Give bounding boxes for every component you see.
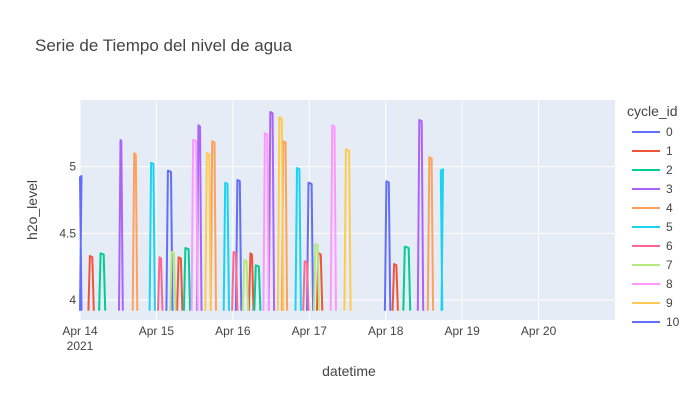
cycle-line xyxy=(231,251,239,311)
x-tick-label: Apr 18 xyxy=(368,324,404,338)
series-2 xyxy=(98,245,412,311)
cycle-line xyxy=(247,252,255,311)
legend-label: 8 xyxy=(666,277,673,291)
cycle-line xyxy=(383,180,392,311)
x-tick-label: Apr 17 xyxy=(292,324,328,338)
cycle-line xyxy=(131,152,139,311)
cycle-line xyxy=(312,243,321,311)
cycle-line xyxy=(98,252,107,311)
series-0 xyxy=(79,169,392,311)
cycle-line xyxy=(118,139,124,311)
series-5 xyxy=(148,161,444,311)
legend-label: 5 xyxy=(666,220,673,234)
legend-label: 1 xyxy=(666,144,673,158)
cycle-line xyxy=(87,255,95,311)
cycle-line xyxy=(79,175,83,311)
cycle-line xyxy=(267,111,276,311)
cycle-line xyxy=(329,124,337,311)
x-axis-title: datetime xyxy=(322,363,376,379)
chart-title: Serie de Tiempo del nivel de agua xyxy=(35,36,293,55)
legend: cycle_id 0 1 2 3 4 5 6 7 8 9 10 xyxy=(627,103,680,329)
legend-label: 9 xyxy=(666,296,673,310)
cycle-line xyxy=(426,156,435,311)
cycle-line xyxy=(222,181,230,311)
grid xyxy=(79,100,615,320)
series-8 xyxy=(190,124,337,311)
cycle-line xyxy=(294,167,302,311)
x-tick-label: Apr 14 xyxy=(62,324,98,338)
legend-label: 6 xyxy=(666,239,673,253)
legend-label: 2 xyxy=(666,163,673,177)
series-9 xyxy=(204,116,352,311)
cycle-line xyxy=(157,256,164,311)
y-tick-label: 5 xyxy=(69,160,76,174)
cycle-line xyxy=(190,139,199,311)
series-lines xyxy=(79,111,444,311)
y-axis-title: h2o_level xyxy=(24,180,40,240)
y-axis-ticks: 44.55 xyxy=(59,160,76,307)
y-tick-label: 4 xyxy=(69,293,76,307)
cycle-line xyxy=(241,259,250,311)
series-6 xyxy=(157,251,310,311)
cycle-line xyxy=(306,181,315,311)
cycle-line xyxy=(262,132,270,311)
cycle-line xyxy=(416,119,425,311)
legend-label: 3 xyxy=(666,182,673,196)
legend-label: 0 xyxy=(666,125,673,139)
cycle-line xyxy=(343,148,352,311)
cycle-line xyxy=(402,245,412,311)
x-tick-label: Apr 19 xyxy=(444,324,480,338)
legend-label: 10 xyxy=(666,315,680,329)
cycle-line xyxy=(302,260,310,311)
legend-title: cycle_id xyxy=(627,103,678,119)
cycle-line xyxy=(391,263,399,311)
legend-label: 7 xyxy=(666,258,673,272)
cycle-line xyxy=(209,140,217,311)
cycle-line xyxy=(169,251,177,311)
cycle-line xyxy=(165,169,174,311)
cycle-line xyxy=(204,152,212,311)
plot-area xyxy=(80,100,615,320)
cycle-line xyxy=(234,179,243,311)
cycle-line xyxy=(276,116,285,311)
cycle-line xyxy=(439,168,444,311)
cycle-line xyxy=(176,256,184,311)
cycle-line xyxy=(148,161,156,311)
x-tick-sublabel: 2021 xyxy=(67,339,94,353)
cycle-line xyxy=(182,247,192,311)
x-tick-label: Apr 20 xyxy=(521,324,557,338)
cycle-line xyxy=(253,264,262,311)
series-7 xyxy=(169,243,321,311)
x-tick-label: Apr 15 xyxy=(139,324,175,338)
x-axis-ticks: Apr 14 Apr 15 Apr 16 Apr 17 Apr 18 Apr 19 Apr … xyxy=(62,324,556,353)
y-tick-label: 4.5 xyxy=(59,226,76,240)
legend-label: 4 xyxy=(666,201,673,215)
x-tick-label: Apr 16 xyxy=(215,324,251,338)
